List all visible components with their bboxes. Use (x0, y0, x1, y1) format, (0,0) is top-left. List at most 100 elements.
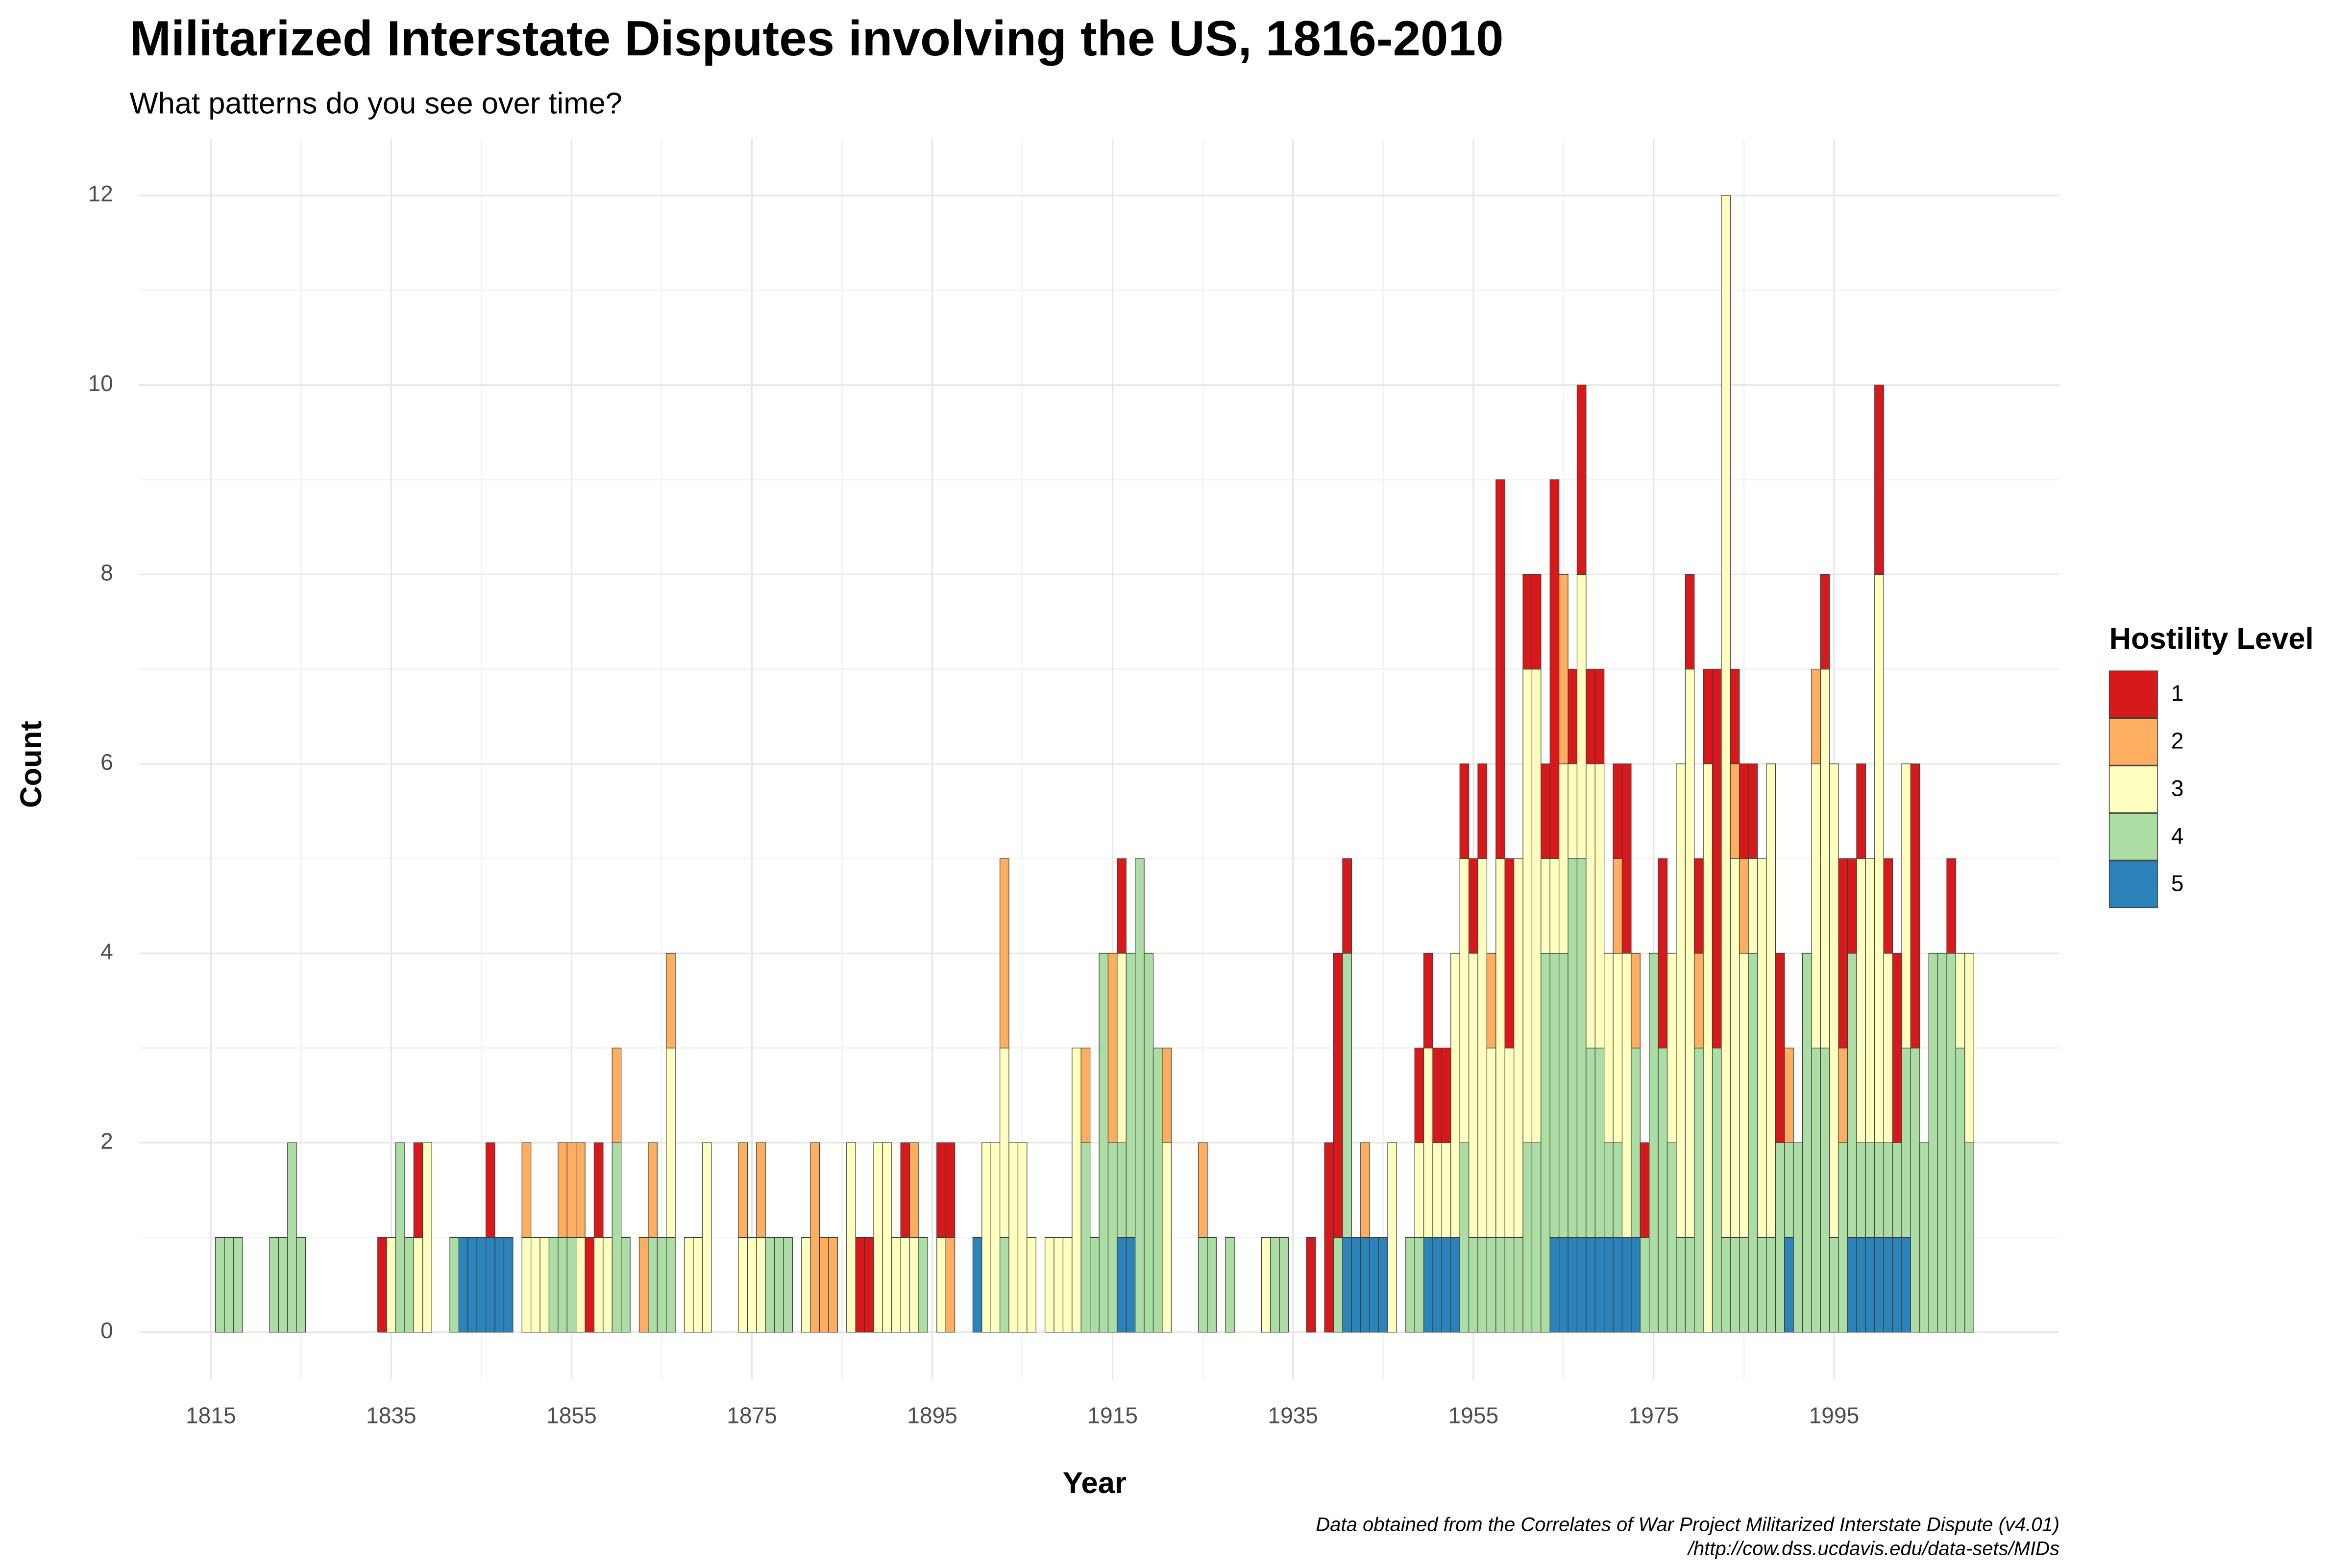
bar (1441, 1237, 1451, 1333)
y-tick-label: 10 (88, 370, 113, 396)
bar (503, 1237, 514, 1333)
bar (1811, 1048, 1821, 1333)
bar (1450, 1237, 1460, 1333)
bar (576, 1237, 586, 1333)
bar (1856, 858, 1866, 1143)
bar (1459, 1142, 1470, 1333)
bar (1495, 479, 1505, 859)
bar (1910, 763, 1920, 1049)
bar (666, 953, 676, 1049)
bar (1351, 1237, 1361, 1333)
x-tick-label: 1955 (1448, 1402, 1499, 1428)
bar (1658, 858, 1668, 1049)
bar (1739, 953, 1749, 1238)
bar (1441, 1142, 1451, 1238)
bar (936, 1237, 946, 1333)
bar (1469, 858, 1478, 954)
bar (1432, 1048, 1443, 1143)
bar (1017, 1142, 1028, 1333)
bar (1649, 953, 1659, 1333)
bar (1469, 953, 1478, 1238)
bar (1261, 1237, 1271, 1333)
bar (1576, 858, 1587, 1238)
bar (1225, 1237, 1235, 1333)
bar (1820, 1048, 1830, 1333)
bar (486, 1142, 495, 1238)
bar (1504, 1237, 1515, 1333)
bar (1117, 953, 1127, 1143)
bar (900, 1237, 910, 1333)
bar (1621, 953, 1632, 1238)
bar (1964, 1142, 1974, 1333)
bar (1080, 1048, 1091, 1143)
bar (1666, 1142, 1677, 1333)
bar (1865, 1142, 1875, 1238)
bar (1378, 1237, 1388, 1333)
bar (1414, 1048, 1424, 1143)
bar (1730, 668, 1740, 764)
bar (1207, 1237, 1217, 1333)
y-tick-label: 8 (100, 560, 113, 585)
bar (1333, 953, 1343, 1238)
bar (1703, 668, 1713, 764)
bar (1694, 1048, 1704, 1333)
bar (458, 1237, 468, 1333)
bar (1730, 763, 1740, 859)
bar (1486, 1237, 1496, 1333)
bar (476, 1237, 487, 1333)
bar (1568, 763, 1578, 859)
bar (521, 1142, 532, 1238)
bar (1712, 1048, 1722, 1333)
bar (1694, 858, 1704, 954)
bar (576, 1142, 586, 1238)
bar (1306, 1237, 1316, 1333)
bar (1820, 574, 1830, 670)
bar (558, 1237, 567, 1333)
bar (1270, 1237, 1280, 1333)
legend-label: 3 (2171, 775, 2184, 801)
bar (1423, 953, 1433, 1049)
bar (1613, 763, 1623, 859)
bar (1847, 1237, 1857, 1333)
bar (1405, 1237, 1415, 1333)
bar (467, 1237, 477, 1333)
x-tick-label: 1855 (546, 1402, 597, 1428)
bar (603, 1237, 612, 1333)
bar (1531, 1142, 1542, 1333)
bar (855, 1237, 865, 1333)
bar (1838, 1048, 1848, 1143)
bar (1586, 763, 1595, 1049)
bar (1829, 1237, 1839, 1333)
bar (1414, 1237, 1424, 1333)
bar (539, 1237, 550, 1333)
bar (1685, 668, 1695, 1238)
bar (1027, 1237, 1036, 1333)
bar (1008, 1142, 1019, 1333)
bar (531, 1237, 540, 1333)
bar (1666, 953, 1677, 1143)
bar (1856, 763, 1866, 859)
bar (891, 1237, 901, 1333)
bar (765, 1237, 775, 1333)
bar (548, 1237, 559, 1333)
legend-label: 4 (2171, 823, 2184, 848)
bar (1658, 1048, 1668, 1333)
legend-key (2108, 670, 2158, 718)
bar (1811, 763, 1821, 1049)
bar (936, 1142, 946, 1238)
bar (1045, 1237, 1054, 1333)
bar (1784, 1237, 1794, 1333)
bar (1766, 1237, 1776, 1333)
bar (1117, 1142, 1127, 1238)
bar (1495, 858, 1505, 1238)
bar (1604, 953, 1614, 1143)
bar (395, 1142, 405, 1333)
bar (1594, 1237, 1605, 1333)
bar (1541, 763, 1550, 859)
bar (1586, 668, 1595, 764)
bar (738, 1142, 748, 1238)
bar (1495, 1237, 1505, 1333)
bar (1676, 1237, 1686, 1333)
bar (1522, 574, 1533, 670)
bar (864, 1237, 874, 1333)
